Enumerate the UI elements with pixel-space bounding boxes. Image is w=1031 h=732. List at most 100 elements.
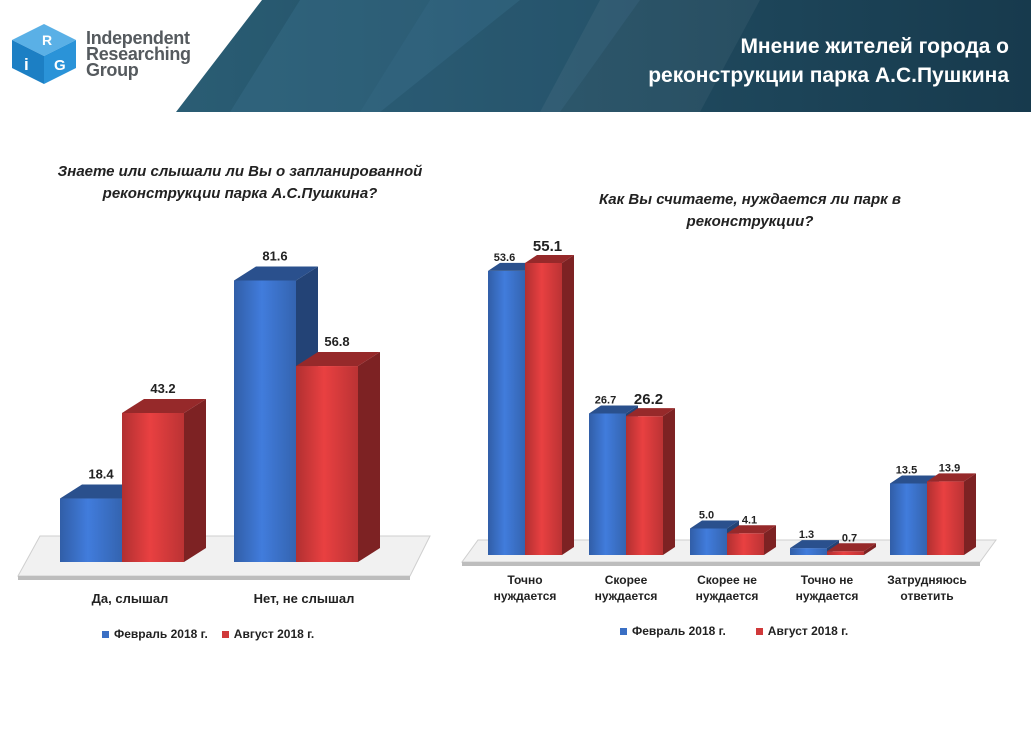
- chart2-bar-front: [488, 270, 525, 555]
- chart2-category-label: Затрудняюсь: [887, 573, 967, 587]
- logo-cube-icon: R i G: [12, 24, 76, 84]
- svg-text:R: R: [42, 32, 52, 48]
- legend-swatch-feb: [620, 627, 627, 635]
- chart2-data-label: 13.5: [896, 464, 917, 476]
- chart2-bar-side: [562, 254, 574, 555]
- chart2-bar-front: [589, 413, 626, 555]
- chart2-data-label: 26.7: [595, 394, 616, 406]
- legend-item-aug: Август 2018 г.: [221, 627, 315, 641]
- chart2-bar: [690, 520, 739, 555]
- chart1-data-label: 18.4: [88, 467, 114, 482]
- slide-title: Мнение жителей города о реконструкции па…: [539, 32, 1009, 90]
- chart1-bar-front: [296, 366, 358, 562]
- legend-item-aug: Август 2018 г.: [755, 624, 849, 638]
- chart2-data-label: 5.0: [699, 510, 714, 522]
- chart1-title: Знаете или слышали ли Вы о запланированн…: [20, 161, 460, 205]
- chart2-bar-front: [525, 262, 562, 555]
- chart2-bar-front: [790, 548, 827, 555]
- chart2-data-label: 53.6: [494, 252, 515, 264]
- legend-swatch-aug: [755, 627, 763, 635]
- chart2-bar-side: [764, 525, 776, 555]
- svg-text:i: i: [24, 55, 29, 74]
- chart1-bar-side: [358, 352, 380, 562]
- chart2-bar-top: [827, 543, 876, 552]
- chart2-bar: [827, 543, 876, 555]
- legend-label: Февраль 2018 г.: [114, 627, 208, 641]
- chart2-data-label: 13.9: [939, 462, 960, 474]
- chart1-floor-edge: [18, 576, 410, 580]
- chart2-bar: [626, 408, 675, 555]
- chart2-bar: [727, 525, 776, 555]
- chart1-bar: [296, 352, 380, 562]
- logo-line: Group: [86, 60, 139, 80]
- chart2-bar: [525, 254, 574, 555]
- chart1-legend: Февраль 2018 г. Август 2018 г.: [102, 627, 328, 641]
- legend-item-feb: Февраль 2018 г.: [620, 624, 726, 638]
- chart2-bar-front: [827, 551, 864, 555]
- chart2-bar-top: [927, 473, 976, 482]
- legend-swatch-aug: [221, 630, 229, 638]
- chart2-category-label: нуждается: [696, 589, 759, 603]
- chart2-category-label: Точно не: [801, 573, 854, 587]
- chart2-title: Как Вы считаете, нуждается ли парк в рек…: [540, 189, 960, 233]
- header-banner: R i G: [12, 0, 1031, 112]
- chart2-data-label: 0.7: [842, 532, 857, 544]
- chart2-floor-edge: [462, 562, 980, 566]
- chart2-bar-side: [864, 543, 876, 555]
- chart1-bar: [122, 398, 206, 562]
- chart2-bar: [927, 473, 976, 555]
- chart2-bar-top: [727, 525, 776, 534]
- chart1-data-label: 56.8: [324, 334, 349, 349]
- slide-title-line: реконструкции парка А.С.Пушкина: [648, 64, 1009, 87]
- chart2-bar-front: [927, 481, 964, 555]
- chart1-category-label: Нет, не слышал: [254, 591, 355, 606]
- logo-line: Independent: [86, 28, 190, 48]
- chart1-title-line: Знаете или слышали ли Вы о запланированн…: [57, 163, 423, 180]
- chart2-bar-front: [890, 483, 927, 555]
- chart1-data-label: 81.6: [262, 248, 287, 263]
- legend-label: Август 2018 г.: [233, 627, 315, 641]
- chart1-title-line: реконструкции парка А.С.Пушкина?: [102, 185, 378, 202]
- chart2-category-label: нуждается: [595, 589, 658, 603]
- chart2-data-label: 26.2: [634, 391, 663, 408]
- chart2-bar-side: [663, 408, 675, 555]
- chart2-category-label: Скорее: [605, 573, 648, 587]
- chart1-bar-top: [234, 266, 318, 281]
- chart2-category-label: нуждается: [796, 589, 859, 603]
- legend-item-feb: Февраль 2018 г.: [102, 627, 208, 641]
- chart2-bar-side: [964, 473, 976, 555]
- chart2-bar-top: [890, 475, 939, 484]
- chart2-bar-front: [626, 416, 663, 555]
- chart1-bar-top: [122, 398, 206, 413]
- legend-label: Февраль 2018 г.: [632, 624, 726, 638]
- chart2-category-label: Скорее не: [697, 573, 757, 587]
- chart2-category-label: ответить: [900, 589, 953, 603]
- chart1-bar-front: [60, 498, 122, 562]
- slide-title-line: Мнение жителей города о: [740, 35, 1009, 58]
- chart2-title-line: реконструкции?: [686, 213, 814, 230]
- chart2-bar-top: [589, 405, 638, 414]
- chart1-bar-top: [296, 352, 380, 367]
- chart1-bar-side: [184, 398, 206, 562]
- chart2-bar-top: [488, 262, 537, 271]
- chart2-bar-front: [690, 528, 727, 555]
- chart2-title-line: Как Вы считаете, нуждается ли парк в: [599, 191, 901, 208]
- chart2-category-label: Точно: [507, 573, 542, 587]
- chart2-data-label: 1.3: [799, 529, 814, 541]
- logo-text: Independent Researching Group: [86, 28, 191, 80]
- chart2-bar-top: [690, 520, 739, 529]
- chart2-bar-top: [790, 540, 839, 549]
- chart1-bar-front: [234, 280, 296, 562]
- chart2-data-label: 4.1: [742, 514, 757, 526]
- legend-label: Август 2018 г.: [767, 624, 849, 638]
- legend-swatch-feb: [102, 630, 109, 638]
- chart2-category-label: нуждается: [494, 589, 557, 603]
- chart2-bar-top: [626, 408, 675, 417]
- svg-text:G: G: [54, 57, 66, 74]
- chart1-data-label: 43.2: [150, 381, 175, 396]
- chart2-legend: Февраль 2018 г. Август 2018 г.: [620, 624, 862, 638]
- chart2-data-label: 55.1: [533, 238, 562, 255]
- chart1-category-label: Да, слышал: [92, 591, 169, 606]
